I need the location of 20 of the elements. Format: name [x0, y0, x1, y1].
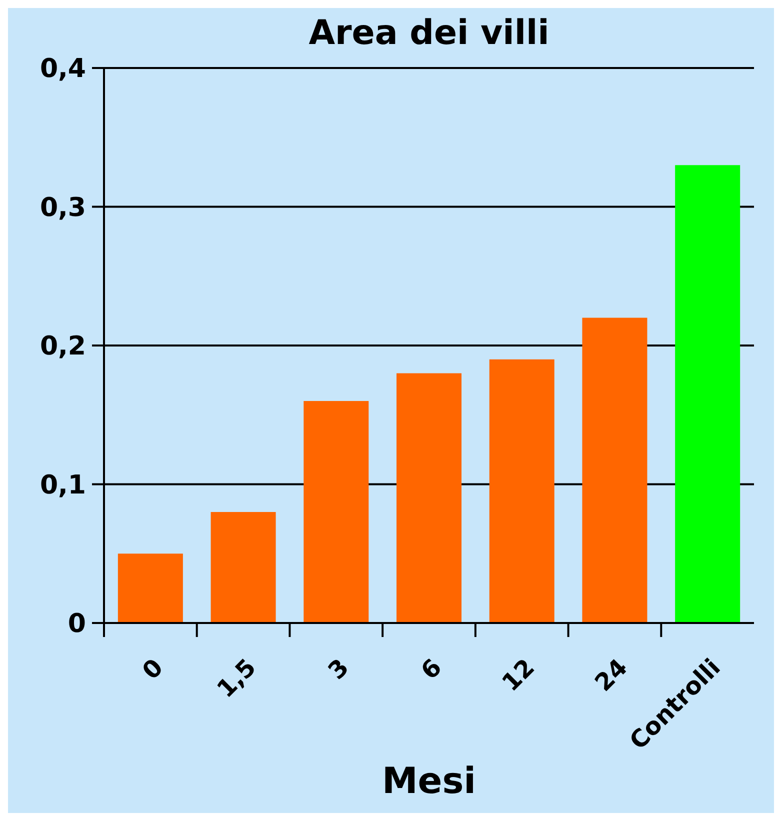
y-tick-label: 0,3: [40, 192, 86, 223]
bar: [118, 554, 183, 623]
x-axis-title: Mesi: [382, 761, 476, 802]
bar: [304, 401, 369, 623]
x-tick-label: 24: [589, 653, 633, 697]
y-tick-label: 0,4: [40, 54, 86, 84]
bar: [396, 373, 462, 623]
y-tick-label: 0: [68, 609, 86, 640]
x-tick-label: 6: [416, 653, 448, 685]
x-tick-label: 12: [496, 653, 540, 697]
x-tick-label: 1,5: [212, 653, 262, 704]
bar: [582, 318, 648, 623]
bar: [210, 512, 276, 623]
x-tick-label: 0: [137, 653, 169, 685]
chart-title: Area dei villi: [308, 13, 550, 53]
bar: [489, 359, 554, 623]
y-tick-label: 0,1: [40, 470, 86, 500]
bar: [675, 165, 740, 623]
x-tick-label: 3: [322, 653, 354, 685]
y-tick-label: 0,2: [40, 332, 86, 362]
